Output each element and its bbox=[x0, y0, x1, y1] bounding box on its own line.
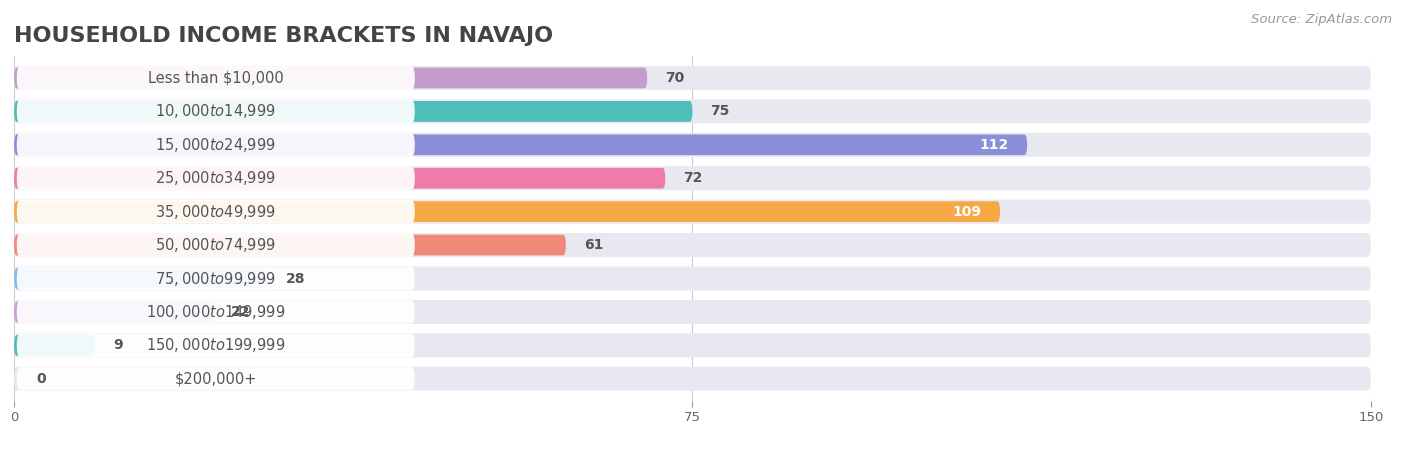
FancyBboxPatch shape bbox=[14, 68, 647, 88]
FancyBboxPatch shape bbox=[17, 133, 415, 157]
Text: 22: 22 bbox=[231, 305, 250, 319]
FancyBboxPatch shape bbox=[14, 302, 214, 322]
FancyBboxPatch shape bbox=[14, 201, 1000, 222]
FancyBboxPatch shape bbox=[14, 335, 96, 356]
Text: $100,000 to $149,999: $100,000 to $149,999 bbox=[146, 303, 285, 321]
Text: HOUSEHOLD INCOME BRACKETS IN NAVAJO: HOUSEHOLD INCOME BRACKETS IN NAVAJO bbox=[14, 27, 553, 46]
Text: 28: 28 bbox=[285, 271, 305, 285]
FancyBboxPatch shape bbox=[17, 234, 415, 257]
Text: 112: 112 bbox=[980, 138, 1010, 152]
FancyBboxPatch shape bbox=[14, 300, 1371, 324]
FancyBboxPatch shape bbox=[17, 300, 415, 324]
FancyBboxPatch shape bbox=[17, 66, 415, 90]
FancyBboxPatch shape bbox=[17, 166, 415, 190]
FancyBboxPatch shape bbox=[14, 133, 1371, 157]
Text: Less than $10,000: Less than $10,000 bbox=[148, 71, 284, 86]
Text: 109: 109 bbox=[953, 205, 981, 219]
FancyBboxPatch shape bbox=[14, 266, 1371, 291]
FancyBboxPatch shape bbox=[14, 233, 1371, 257]
Text: $50,000 to $74,999: $50,000 to $74,999 bbox=[155, 236, 276, 254]
FancyBboxPatch shape bbox=[14, 166, 1371, 190]
FancyBboxPatch shape bbox=[14, 101, 692, 122]
FancyBboxPatch shape bbox=[17, 267, 415, 290]
FancyBboxPatch shape bbox=[14, 66, 1371, 90]
FancyBboxPatch shape bbox=[14, 135, 1028, 155]
Text: 0: 0 bbox=[37, 372, 46, 386]
Text: 75: 75 bbox=[710, 104, 730, 118]
FancyBboxPatch shape bbox=[14, 268, 267, 289]
FancyBboxPatch shape bbox=[14, 168, 665, 189]
FancyBboxPatch shape bbox=[17, 100, 415, 123]
FancyBboxPatch shape bbox=[14, 235, 565, 256]
Text: 61: 61 bbox=[583, 238, 603, 252]
FancyBboxPatch shape bbox=[14, 200, 1371, 224]
FancyBboxPatch shape bbox=[14, 333, 1371, 357]
FancyBboxPatch shape bbox=[17, 367, 415, 391]
Text: $25,000 to $34,999: $25,000 to $34,999 bbox=[155, 169, 276, 187]
Text: $75,000 to $99,999: $75,000 to $99,999 bbox=[155, 270, 276, 288]
Text: $200,000+: $200,000+ bbox=[174, 371, 257, 386]
FancyBboxPatch shape bbox=[17, 333, 415, 357]
FancyBboxPatch shape bbox=[14, 99, 1371, 123]
Text: 70: 70 bbox=[665, 71, 685, 85]
Text: $10,000 to $14,999: $10,000 to $14,999 bbox=[155, 103, 276, 121]
Text: $35,000 to $49,999: $35,000 to $49,999 bbox=[155, 202, 276, 220]
Text: 72: 72 bbox=[683, 171, 703, 185]
Text: Source: ZipAtlas.com: Source: ZipAtlas.com bbox=[1251, 14, 1392, 27]
Text: $15,000 to $24,999: $15,000 to $24,999 bbox=[155, 136, 276, 154]
Text: $150,000 to $199,999: $150,000 to $199,999 bbox=[146, 336, 285, 354]
Text: 9: 9 bbox=[114, 338, 124, 352]
FancyBboxPatch shape bbox=[17, 200, 415, 223]
FancyBboxPatch shape bbox=[14, 367, 1371, 391]
